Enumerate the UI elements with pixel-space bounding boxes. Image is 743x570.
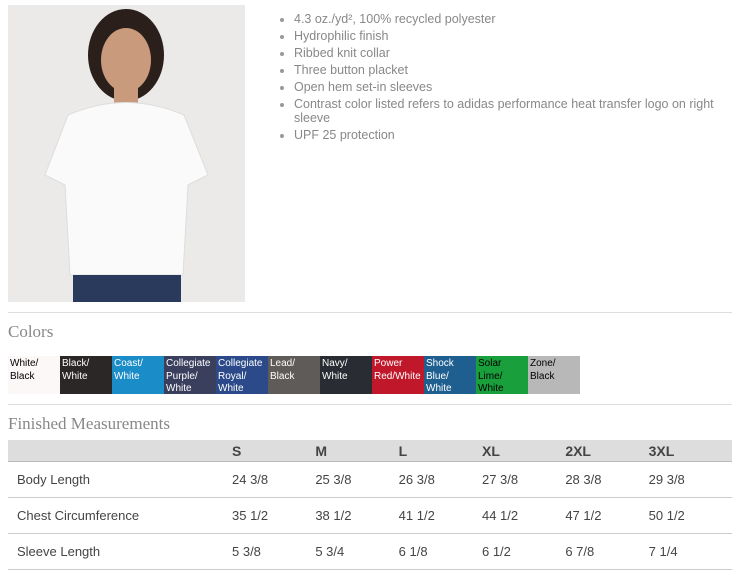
color-swatch[interactable]: Black/ White bbox=[60, 356, 112, 394]
divider bbox=[8, 404, 732, 405]
measurement-cell: 25 3/8 bbox=[315, 461, 399, 498]
measurement-cell: 47 1/2 bbox=[565, 497, 649, 534]
color-swatch[interactable]: Zone/ Black bbox=[528, 356, 580, 394]
color-swatch[interactable]: Navy/ White bbox=[320, 356, 372, 394]
feature-list: 4.3 oz./yd², 100% recycled polyester Hydr… bbox=[276, 12, 714, 145]
feature-item: Open hem set-in sleeves bbox=[294, 80, 714, 94]
measurement-cell: 35 1/2 bbox=[232, 497, 316, 534]
feature-item: UPF 25 protection bbox=[294, 128, 714, 142]
size-header: M bbox=[315, 440, 399, 462]
table-row: Chest Circumference 35 1/2 38 1/2 41 1/2 44 … bbox=[8, 497, 732, 534]
measurement-cell: 26 3/8 bbox=[398, 461, 482, 498]
color-swatch[interactable]: Power Red/White bbox=[372, 356, 424, 394]
feature-item: Ribbed knit collar bbox=[294, 46, 714, 60]
color-swatch[interactable]: Collegiate Purple/ White bbox=[164, 356, 216, 394]
size-header: 2XL bbox=[565, 440, 649, 462]
color-swatch[interactable]: Coast/ White bbox=[112, 356, 164, 394]
color-swatch[interactable]: Collegiate Royal/ White bbox=[216, 356, 268, 394]
size-header: XL bbox=[481, 440, 566, 462]
measurement-cell: 5 3/4 bbox=[315, 533, 399, 570]
measurement-cell: 38 1/2 bbox=[315, 497, 399, 534]
measurement-cell: 29 3/8 bbox=[648, 461, 732, 498]
table-row: Body Length 24 3/8 25 3/8 26 3/8 27 3/8 28 3/… bbox=[8, 461, 732, 498]
size-header: L bbox=[398, 440, 482, 462]
feature-item: Hydrophilic finish bbox=[294, 29, 714, 43]
measurements-table: S M L XL 2XL 3XL Body Length 24 3/8 25 3/8 26 3/… bbox=[8, 440, 732, 570]
color-swatch[interactable]: White/ Black bbox=[8, 356, 60, 394]
feature-item: Three button placket bbox=[294, 63, 714, 77]
color-swatches: White/ Black Black/ White Coast/ White Coll… bbox=[8, 356, 580, 394]
measurement-cell: 6 7/8 bbox=[565, 533, 649, 570]
row-label: Chest Circumference bbox=[8, 497, 232, 534]
header-blank bbox=[8, 440, 232, 462]
color-swatch[interactable]: Lead/ Black bbox=[268, 356, 320, 394]
colors-heading: Colors bbox=[8, 322, 54, 341]
row-label: Sleeve Length bbox=[8, 533, 232, 570]
measurement-cell: 5 3/8 bbox=[232, 533, 316, 570]
size-header: S bbox=[232, 440, 316, 462]
color-swatch[interactable]: Shock Blue/ White bbox=[424, 356, 476, 394]
measurement-cell: 44 1/2 bbox=[481, 497, 566, 534]
row-label: Body Length bbox=[8, 461, 232, 498]
measurement-cell: 50 1/2 bbox=[648, 497, 732, 534]
size-header: 3XL bbox=[648, 440, 732, 462]
divider bbox=[8, 312, 732, 313]
measurement-cell: 7 1/4 bbox=[648, 533, 732, 570]
measurements-heading: Finished Measurements bbox=[8, 414, 170, 433]
feature-item: 4.3 oz./yd², 100% recycled polyester bbox=[294, 12, 714, 26]
measurement-cell: 6 1/8 bbox=[398, 533, 482, 570]
measurement-cell: 28 3/8 bbox=[565, 461, 649, 498]
table-row: Sleeve Length 5 3/8 5 3/4 6 1/8 6 1/2 6 7/8 7 … bbox=[8, 533, 732, 570]
measurement-cell: 24 3/8 bbox=[232, 461, 316, 498]
measurement-cell: 6 1/2 bbox=[481, 533, 566, 570]
measurement-cell: 41 1/2 bbox=[398, 497, 482, 534]
product-image bbox=[8, 5, 245, 302]
feature-item: Contrast color listed refers to adidas p… bbox=[294, 97, 714, 125]
measurement-cell: 27 3/8 bbox=[481, 461, 566, 498]
color-swatch[interactable]: Solar Lime/ White bbox=[476, 356, 528, 394]
